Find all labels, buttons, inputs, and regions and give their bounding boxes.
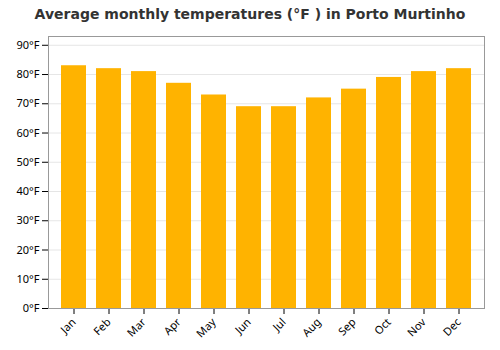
svg-text:30°F: 30°F bbox=[16, 212, 39, 227]
html-text:Average monthly temperatures (: Average monthly temperatures (°F ) in Po… bbox=[34, 6, 466, 22]
svg-text:Aug: Aug bbox=[298, 314, 323, 339]
svg-text:Sep: Sep bbox=[335, 314, 359, 338]
svg-text:Mar: Mar bbox=[123, 314, 149, 340]
svg-text:40°F: 40°F bbox=[16, 183, 39, 198]
svg-text:Jun: Jun bbox=[231, 314, 254, 337]
svg-text:60°F: 60°F bbox=[16, 125, 39, 140]
svg-text:Dec: Dec bbox=[439, 314, 463, 338]
svg-text:Oct: Oct bbox=[370, 314, 393, 337]
svg-text:50°F: 50°F bbox=[16, 154, 39, 169]
svg-text:Feb: Feb bbox=[90, 314, 114, 338]
svg-text:Apr: Apr bbox=[160, 314, 184, 338]
svg-text:10°F: 10°F bbox=[16, 271, 39, 286]
svg-text:0°F: 0°F bbox=[23, 300, 40, 315]
svg-text:Nov: Nov bbox=[404, 314, 429, 339]
svg-text:90°F: 90°F bbox=[16, 37, 39, 52]
svg-text:Jan: Jan bbox=[56, 314, 79, 337]
svg-text:70°F: 70°F bbox=[16, 95, 39, 110]
svg-text:Jul: Jul bbox=[268, 314, 288, 334]
svg-text:May: May bbox=[193, 314, 219, 340]
svg-text:20°F: 20°F bbox=[16, 242, 39, 257]
svg-text:80°F: 80°F bbox=[16, 66, 39, 81]
